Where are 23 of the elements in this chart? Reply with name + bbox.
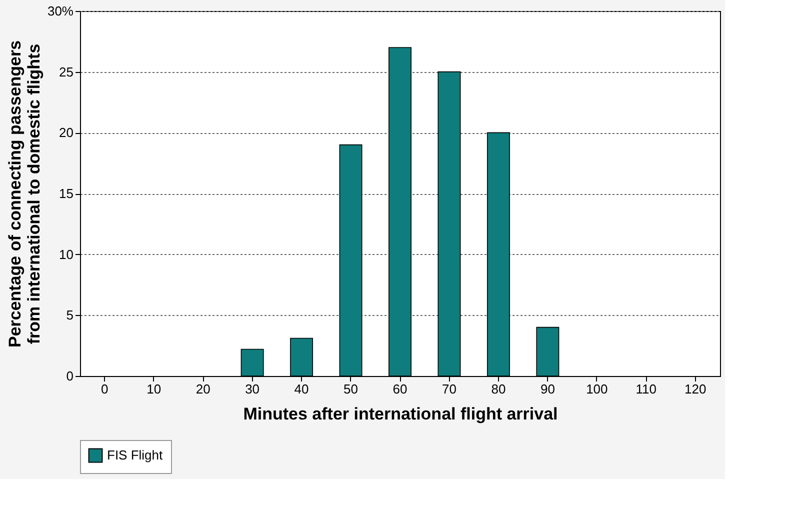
x-tick-label: 0: [101, 382, 108, 396]
y-tick-label: 10: [59, 246, 74, 262]
x-tick-label: 40: [294, 382, 309, 396]
y-tick-label: 30%: [47, 4, 74, 18]
x-axis-title: Minutes after international flight arrival: [243, 404, 558, 424]
y-tick-label: 0: [66, 368, 74, 384]
x-tick-label: 100: [586, 382, 608, 396]
x-tick-label: 60: [392, 382, 408, 396]
x-tick-label: 120: [684, 382, 706, 396]
x-tick-label: 70: [442, 382, 456, 396]
y-axis-title: Percentage of connecting passengers from international to domestic flights: [5, 40, 44, 348]
x-tick-label: 10: [146, 382, 162, 396]
y-tick-label: 25: [59, 64, 74, 80]
y-tick-label: 15: [59, 186, 74, 201]
x-tick-label: 110: [636, 382, 657, 396]
x-tick-label: 80: [491, 382, 506, 396]
y-tick-label: 5: [66, 308, 74, 323]
x-tick-label: 30: [245, 382, 260, 396]
x-tick-label: 90: [540, 382, 555, 396]
x-tick-label: 20: [196, 382, 210, 396]
y-tick-label: 20: [59, 125, 74, 140]
legend-label: FIS Flight: [107, 448, 164, 462]
x-tick-label: 50: [344, 382, 358, 396]
